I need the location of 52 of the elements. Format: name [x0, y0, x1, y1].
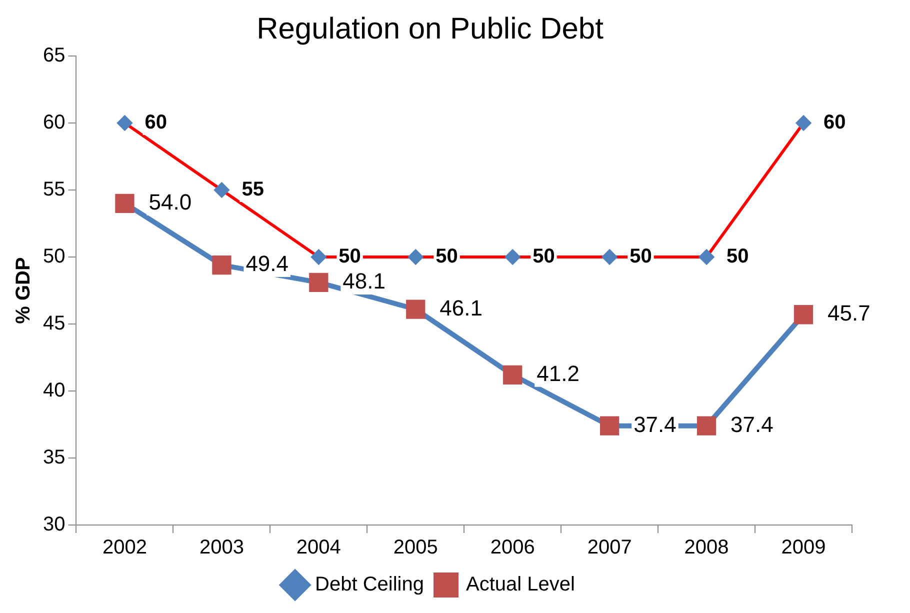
data-label: 50	[338, 246, 361, 268]
x-tick-label: 2009	[781, 536, 826, 559]
point	[408, 250, 424, 264]
data-label: 60	[144, 112, 167, 134]
data-label: 46.1	[440, 295, 482, 320]
data-label: 37.4	[730, 412, 774, 437]
point	[699, 250, 714, 264]
data-label: 55	[242, 178, 264, 201]
data-label: 50	[436, 246, 458, 268]
point	[696, 416, 716, 436]
y-tick-label: 30	[42, 514, 66, 536]
data-label: 60	[824, 112, 846, 134]
point	[115, 194, 134, 213]
data-label: 45.7	[828, 300, 870, 326]
data-label: 41.2	[536, 360, 580, 386]
point	[503, 365, 522, 384]
y-tick-label: 65	[42, 44, 66, 67]
x-tick-label: 2002	[102, 536, 147, 559]
data-label: 49.4	[246, 251, 289, 276]
point	[794, 305, 814, 324]
x-tick-label: 2004	[296, 536, 341, 559]
y-tick-label: 40	[42, 380, 66, 402]
x-tick-label: 2007	[587, 536, 632, 559]
chart-title: Regulation on Public Debt	[256, 12, 604, 46]
x-tick-label: 2005	[393, 536, 438, 559]
y-tick-label: 35	[42, 446, 66, 469]
y-tick-label: 50	[42, 246, 66, 268]
point	[214, 182, 230, 198]
point	[311, 250, 326, 264]
point	[600, 416, 620, 436]
legend-label: Actual Level	[466, 574, 575, 596]
data-label: 50	[630, 246, 652, 268]
point	[406, 300, 426, 319]
point	[309, 272, 328, 292]
point	[505, 250, 520, 264]
data-label: 54.0	[148, 189, 192, 214]
data-label: 50	[532, 246, 555, 268]
point	[602, 250, 618, 264]
point	[796, 116, 812, 130]
y-tick-label: 45	[42, 312, 66, 335]
data-label: 37.4	[634, 412, 676, 437]
y-axis-title: % GDP	[12, 257, 35, 324]
point	[212, 255, 232, 275]
legend-label: Debt Ceiling	[315, 574, 424, 596]
y-tick-label: 60	[42, 112, 66, 134]
x-tick-label: 2003	[199, 536, 244, 559]
point	[117, 116, 132, 130]
x-tick-label: 2008	[684, 536, 729, 559]
data-label: 50	[726, 246, 749, 268]
y-tick-label: 55	[42, 178, 66, 201]
x-tick-label: 2006	[490, 536, 535, 559]
data-label: 48.1	[342, 268, 386, 294]
